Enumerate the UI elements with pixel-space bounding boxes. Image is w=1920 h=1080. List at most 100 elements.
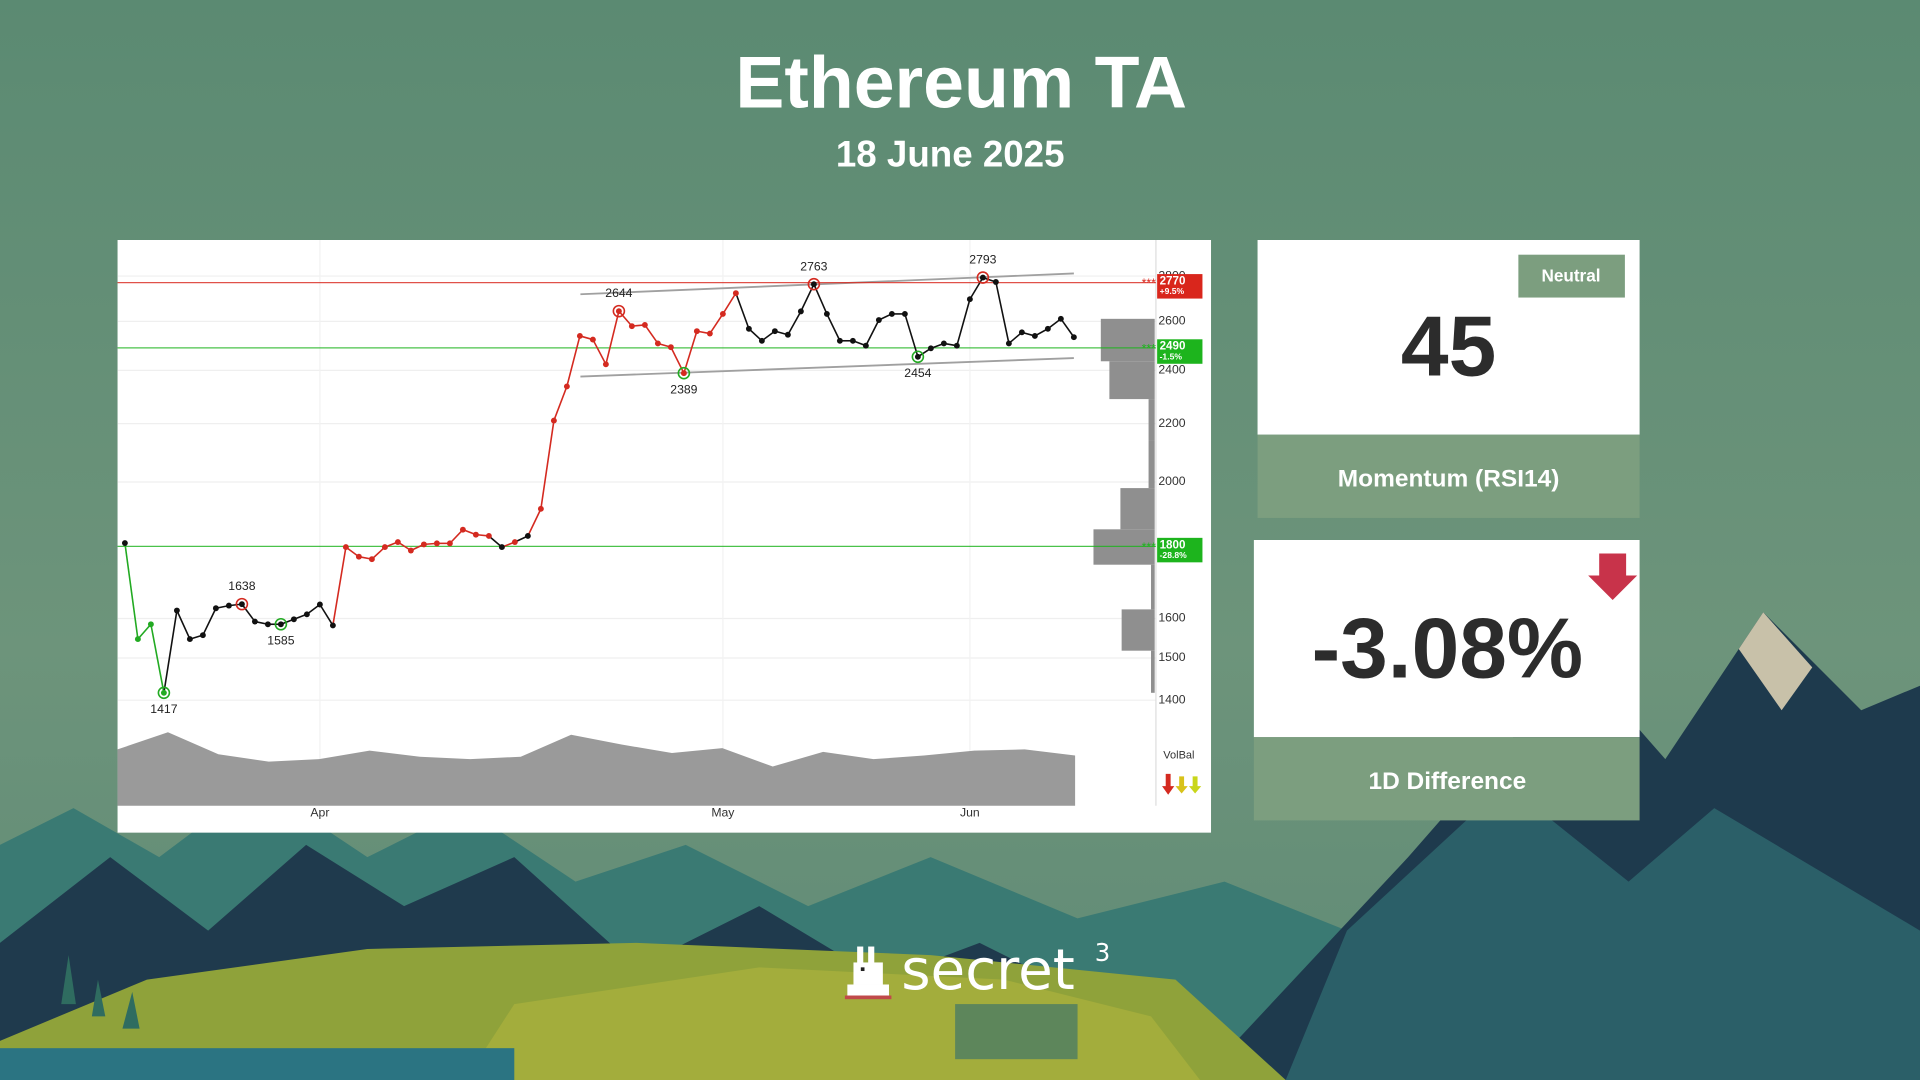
price-point	[407, 547, 414, 554]
pivot-label: 1585	[267, 634, 294, 648]
price-point	[914, 353, 921, 360]
rsi-label: Momentum (RSI14)	[1338, 465, 1560, 492]
price-segment	[332, 546, 347, 626]
price-point	[277, 621, 284, 628]
price-point	[264, 621, 271, 628]
trend-line	[580, 272, 1074, 296]
rsi-badge: Neutral	[1542, 265, 1601, 285]
price-segment	[449, 529, 464, 544]
y-tick-label: 2000	[1158, 474, 1185, 488]
price-point	[875, 317, 882, 323]
brand: secret 3	[844, 938, 1111, 1003]
level-box	[1157, 339, 1203, 364]
price-point	[186, 636, 193, 643]
price-point	[836, 337, 843, 344]
price-point	[446, 540, 453, 547]
price-segment	[540, 420, 555, 509]
price-point	[199, 632, 206, 639]
price-segment	[137, 623, 152, 640]
volume-profile-bar	[1100, 318, 1155, 362]
price-point	[576, 333, 583, 339]
price-segment	[618, 310, 633, 327]
level-value: 2490	[1160, 340, 1186, 353]
trend-line	[580, 357, 1074, 378]
price-point	[290, 616, 297, 623]
price-segment	[124, 542, 139, 640]
x-tick-label: May	[711, 805, 735, 819]
volbal-arrows	[1162, 773, 1202, 795]
price-point	[472, 531, 479, 538]
volume-profile-bar	[1151, 650, 1155, 693]
level-marker: ***	[1142, 276, 1157, 290]
pivot-ring	[976, 271, 990, 284]
price-point	[589, 336, 596, 343]
volume-profile-bar	[1148, 399, 1155, 441]
pivot-ring	[157, 686, 171, 700]
pivot-ring	[235, 597, 249, 611]
price-segment	[956, 299, 971, 346]
pivot-label: 2389	[670, 383, 697, 397]
brand-name: secret	[901, 938, 1075, 1003]
price-point	[940, 340, 947, 347]
price-point	[355, 553, 362, 560]
price-point	[823, 310, 830, 317]
price-segment	[969, 277, 984, 300]
price-point	[498, 544, 505, 551]
price-segment	[371, 546, 386, 560]
price-segment	[826, 313, 841, 342]
volume-profile-bar	[1121, 609, 1155, 651]
y-tick-label: 2200	[1158, 416, 1185, 430]
volume-profile-bar	[1120, 488, 1155, 530]
price-point	[225, 602, 232, 609]
price-point	[615, 308, 622, 315]
price-point	[1018, 329, 1025, 336]
down-arrow	[1588, 553, 1638, 600]
volume-profile-bar	[1148, 440, 1155, 489]
price-point	[550, 417, 557, 424]
price-point	[797, 308, 804, 315]
price-point	[758, 337, 765, 344]
price-segment	[319, 604, 334, 626]
price-point	[420, 541, 427, 548]
pivot-ring	[274, 617, 288, 631]
price-point	[121, 540, 128, 546]
price-point	[628, 323, 635, 330]
y-tick-label: 1600	[1158, 611, 1185, 625]
price-point	[927, 345, 934, 352]
price-point	[641, 322, 648, 328]
price-point	[485, 533, 492, 539]
volume-profile-bar	[1109, 361, 1155, 400]
pivot-label: 2454	[904, 366, 931, 380]
pivot-label: 2763	[800, 259, 827, 273]
price-point	[134, 636, 141, 643]
price-point	[1044, 325, 1051, 332]
price-point	[602, 361, 609, 368]
price-point	[979, 274, 986, 281]
price-point	[706, 330, 713, 337]
price-segment	[241, 603, 256, 623]
pivot-label: 1638	[228, 579, 255, 593]
price-segment	[592, 339, 607, 365]
level-box	[1157, 537, 1203, 563]
level-marker: ***	[1142, 341, 1157, 355]
brand-superscript: 3	[1095, 938, 1111, 967]
price-point	[966, 296, 973, 303]
price-segment	[566, 335, 581, 387]
difference-card: -3.08% 1D Difference	[1253, 540, 1640, 821]
price-segment	[527, 508, 542, 537]
price-point	[173, 607, 180, 614]
date: 18 June 2025	[836, 133, 1065, 174]
chart-panel	[117, 240, 1212, 833]
price-point	[433, 540, 440, 547]
price-point	[238, 601, 245, 608]
price-point	[693, 328, 700, 335]
price-point	[992, 279, 999, 285]
price-segment	[995, 281, 1010, 344]
price-point	[1005, 340, 1012, 347]
level-value: 1800	[1160, 538, 1186, 551]
price-point	[537, 505, 544, 512]
y-tick-label: 2400	[1158, 363, 1185, 377]
price-point	[719, 310, 726, 317]
